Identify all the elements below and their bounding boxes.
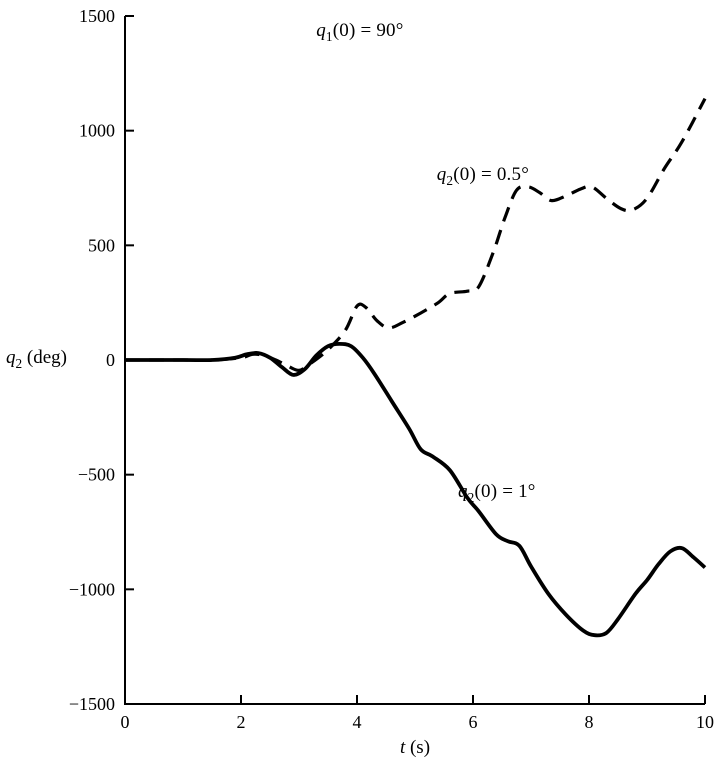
y-tick-label: −1500 bbox=[69, 694, 115, 714]
y-axis-label-sub: 2 bbox=[15, 355, 23, 371]
annotation-sub: 2 bbox=[446, 172, 454, 188]
y-tick-label: −500 bbox=[78, 465, 115, 485]
annotation-solid-curve-label: q2(0) = 1° bbox=[457, 480, 536, 505]
annotation-rest: (0) = 1° bbox=[474, 480, 536, 502]
y-tick-label: 1500 bbox=[79, 6, 115, 26]
y-tick-label: −1000 bbox=[69, 579, 115, 599]
annotation-sub: 1 bbox=[325, 28, 333, 44]
y-tick-label: 500 bbox=[88, 235, 115, 255]
series-curve-dashed bbox=[125, 97, 707, 372]
x-tick-label: 2 bbox=[237, 712, 246, 732]
x-tick-label: 6 bbox=[469, 712, 478, 732]
annotation-rest: (0) = 0.5° bbox=[453, 164, 529, 186]
x-tick-label: 0 bbox=[121, 712, 130, 732]
y-axis-label-var: q bbox=[6, 347, 16, 368]
y-axis-label-rest: (deg) bbox=[22, 347, 67, 368]
y-tick-label: 0 bbox=[106, 350, 115, 370]
annotation-var: q bbox=[436, 164, 447, 186]
annotation-var: q bbox=[316, 19, 326, 41]
y-axis-label: q2 (deg) bbox=[6, 347, 67, 371]
x-axis-label: t (s) bbox=[125, 737, 705, 759]
series-curve-solid bbox=[125, 342, 707, 638]
x-axis-label-var: t bbox=[399, 737, 406, 758]
annotation-rest: (0) = 90° bbox=[332, 19, 404, 41]
annotation-sub: 2 bbox=[467, 489, 475, 505]
annotation-var: q bbox=[457, 480, 468, 502]
annotation-dashed-curve-label: q2(0) = 0.5° bbox=[436, 164, 529, 188]
x-axis-label-rest: (s) bbox=[405, 737, 431, 758]
x-tick-label: 4 bbox=[353, 712, 362, 732]
x-tick-label: 8 bbox=[585, 712, 594, 732]
x-tick-label: 10 bbox=[696, 712, 714, 732]
annotation-q1-initial: q1(0) = 90° bbox=[316, 19, 404, 44]
y-tick-label: 1000 bbox=[79, 121, 115, 141]
